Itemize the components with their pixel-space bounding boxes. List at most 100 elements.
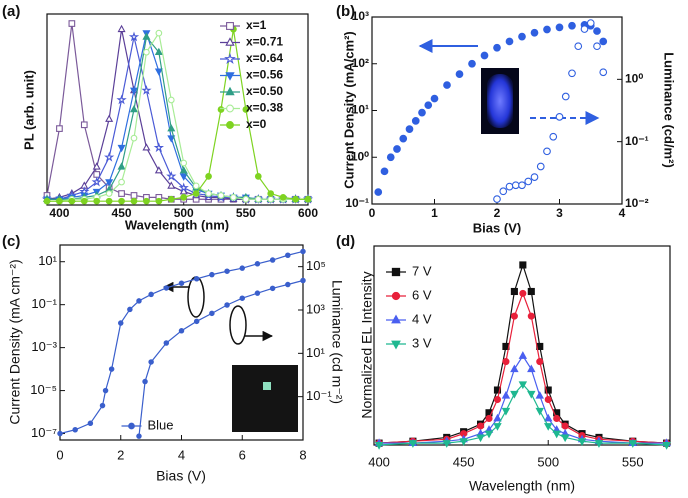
data-point — [593, 27, 601, 35]
legend-label: x=0 — [246, 117, 267, 131]
data-point — [117, 24, 126, 33]
data-point — [142, 143, 151, 151]
data-point — [217, 106, 225, 113]
data-point — [518, 32, 526, 41]
data-point — [143, 197, 150, 205]
data-point — [102, 387, 109, 394]
data-point — [459, 438, 468, 446]
data-point — [480, 51, 489, 60]
data-point — [594, 440, 604, 448]
legend-label: x=1 — [246, 18, 267, 32]
data-point — [300, 277, 306, 284]
data-point — [117, 144, 126, 153]
x-tick-label: 550 — [236, 206, 256, 220]
data-point — [493, 395, 502, 404]
data-point — [430, 94, 439, 103]
data-point — [130, 134, 138, 142]
legend-label: x=0.64 — [246, 51, 283, 65]
data-point — [141, 84, 152, 95]
annotations-c — [162, 276, 298, 432]
data-point — [304, 195, 312, 203]
data-point — [267, 195, 275, 203]
data-point — [230, 194, 237, 201]
inset-photo — [232, 365, 298, 432]
data-point — [167, 96, 175, 104]
data-point — [105, 197, 113, 205]
data-point — [424, 101, 433, 110]
y-tick-label: 10⁻⁵ — [30, 382, 57, 397]
legend-marker — [391, 340, 401, 350]
data-point — [535, 407, 544, 416]
data-point — [484, 430, 494, 439]
data-point — [527, 364, 536, 373]
data-point — [167, 181, 176, 189]
data-point — [99, 402, 106, 409]
data-point — [224, 302, 230, 308]
x-tick-label: 600 — [298, 206, 318, 220]
legend-marker — [391, 267, 401, 277]
data-point — [574, 42, 583, 51]
data-point — [148, 291, 154, 298]
data-point — [163, 340, 170, 346]
x-tick-label: 6 — [239, 447, 246, 462]
data-point — [530, 173, 539, 181]
y-tick-label: 10¹ — [38, 253, 57, 268]
inset-glow — [487, 74, 513, 128]
data-point — [443, 81, 451, 89]
x-axis-label: Bias (V) — [156, 468, 206, 484]
data-point — [527, 287, 535, 296]
y2-tick-label: 10³ — [306, 301, 325, 316]
data-point — [193, 276, 200, 282]
data-point — [68, 20, 76, 27]
data-point — [501, 390, 511, 399]
x-tick-label: 2 — [117, 447, 124, 462]
data-point — [154, 166, 163, 174]
data-point — [178, 280, 185, 286]
data-point — [80, 197, 88, 205]
data-point — [143, 48, 150, 56]
data-point — [300, 248, 306, 255]
data-point — [117, 162, 126, 170]
data-point — [154, 47, 163, 55]
data-point — [510, 287, 518, 296]
data-point — [167, 135, 176, 143]
data-point — [393, 145, 401, 153]
legend-label: x=0.50 — [246, 84, 283, 98]
data-point — [279, 194, 287, 201]
data-point — [374, 188, 383, 196]
data-point — [116, 94, 127, 105]
x-tick-label: 4 — [178, 447, 185, 462]
y2-axis-label: Luminance (cd m⁻²) — [329, 280, 345, 404]
data-point — [493, 43, 501, 52]
data-point — [408, 440, 418, 448]
data-point — [130, 197, 138, 205]
data-point — [224, 268, 230, 274]
series-line — [379, 354, 667, 444]
data-point — [108, 366, 115, 372]
y-axis-label: PL (arb. unit) — [21, 70, 36, 150]
data-point — [242, 195, 250, 203]
legend-label: 4 V — [412, 311, 432, 326]
panel-label: (a) — [2, 3, 20, 20]
data-point — [555, 23, 564, 32]
data-point — [519, 261, 527, 269]
y2-tick-label: 10⁻¹ — [625, 134, 649, 148]
data-point — [129, 104, 139, 113]
data-point — [239, 265, 246, 271]
data-point — [254, 173, 262, 180]
data-point — [179, 173, 188, 181]
data-point — [510, 390, 519, 399]
series-line — [47, 31, 308, 202]
data-point — [57, 430, 63, 437]
data-point — [269, 257, 276, 263]
y2-tick-label: 10¹ — [306, 345, 325, 360]
y2-tick-label: 10⁻² — [625, 196, 649, 210]
legend-marker — [225, 37, 235, 46]
data-point — [118, 197, 125, 205]
data-point — [148, 359, 154, 365]
x-tick-label: 500 — [537, 454, 559, 469]
data-point — [92, 162, 101, 170]
data-point — [555, 113, 564, 121]
data-point — [493, 195, 501, 203]
